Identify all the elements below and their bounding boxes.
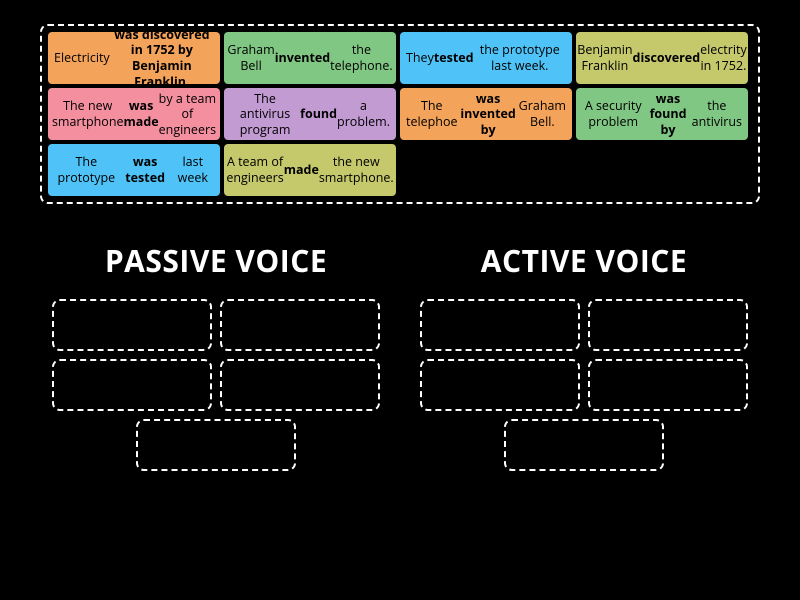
targets-area: PASSIVE VOICE ACTIVE VOICE	[40, 240, 760, 471]
slot-grid-active[interactable]	[408, 299, 760, 471]
slot-grid-passive[interactable]	[40, 299, 392, 471]
drop-slot[interactable]	[220, 359, 380, 411]
drop-slot[interactable]	[52, 359, 212, 411]
target-title-active: ACTIVE VOICE	[481, 240, 687, 281]
target-column-passive[interactable]: PASSIVE VOICE	[40, 240, 392, 471]
drop-slot[interactable]	[420, 359, 580, 411]
drop-slot[interactable]	[220, 299, 380, 351]
drop-slot[interactable]	[588, 299, 748, 351]
drop-slot[interactable]	[504, 419, 664, 471]
card-c6[interactable]: The antivirus program found a problem.	[224, 88, 396, 140]
card-c9[interactable]: The prototype was tested last week	[48, 144, 220, 196]
card-c2[interactable]: Graham Bell invented the telephone.	[224, 32, 396, 84]
drop-slot[interactable]	[588, 359, 748, 411]
card-c5[interactable]: The new smartphone was made by a team of…	[48, 88, 220, 140]
target-title-passive: PASSIVE VOICE	[105, 240, 327, 281]
stage: Electricity was discovered in 1752 by Be…	[0, 0, 800, 600]
drop-slot[interactable]	[420, 299, 580, 351]
card-c10[interactable]: A team of engineers made the new smartph…	[224, 144, 396, 196]
card-c8[interactable]: A security problem was found by the anti…	[576, 88, 748, 140]
card-c7[interactable]: The telephoe was invented by Graham Bell…	[400, 88, 572, 140]
drop-slot[interactable]	[136, 419, 296, 471]
card-c4[interactable]: Benjamin Franklin discovered electrity i…	[576, 32, 748, 84]
card-c3[interactable]: They tested the prototype last week.	[400, 32, 572, 84]
source-tray[interactable]: Electricity was discovered in 1752 by Be…	[40, 24, 760, 204]
drop-slot[interactable]	[52, 299, 212, 351]
card-c1[interactable]: Electricity was discovered in 1752 by Be…	[48, 32, 220, 84]
target-column-active[interactable]: ACTIVE VOICE	[408, 240, 760, 471]
